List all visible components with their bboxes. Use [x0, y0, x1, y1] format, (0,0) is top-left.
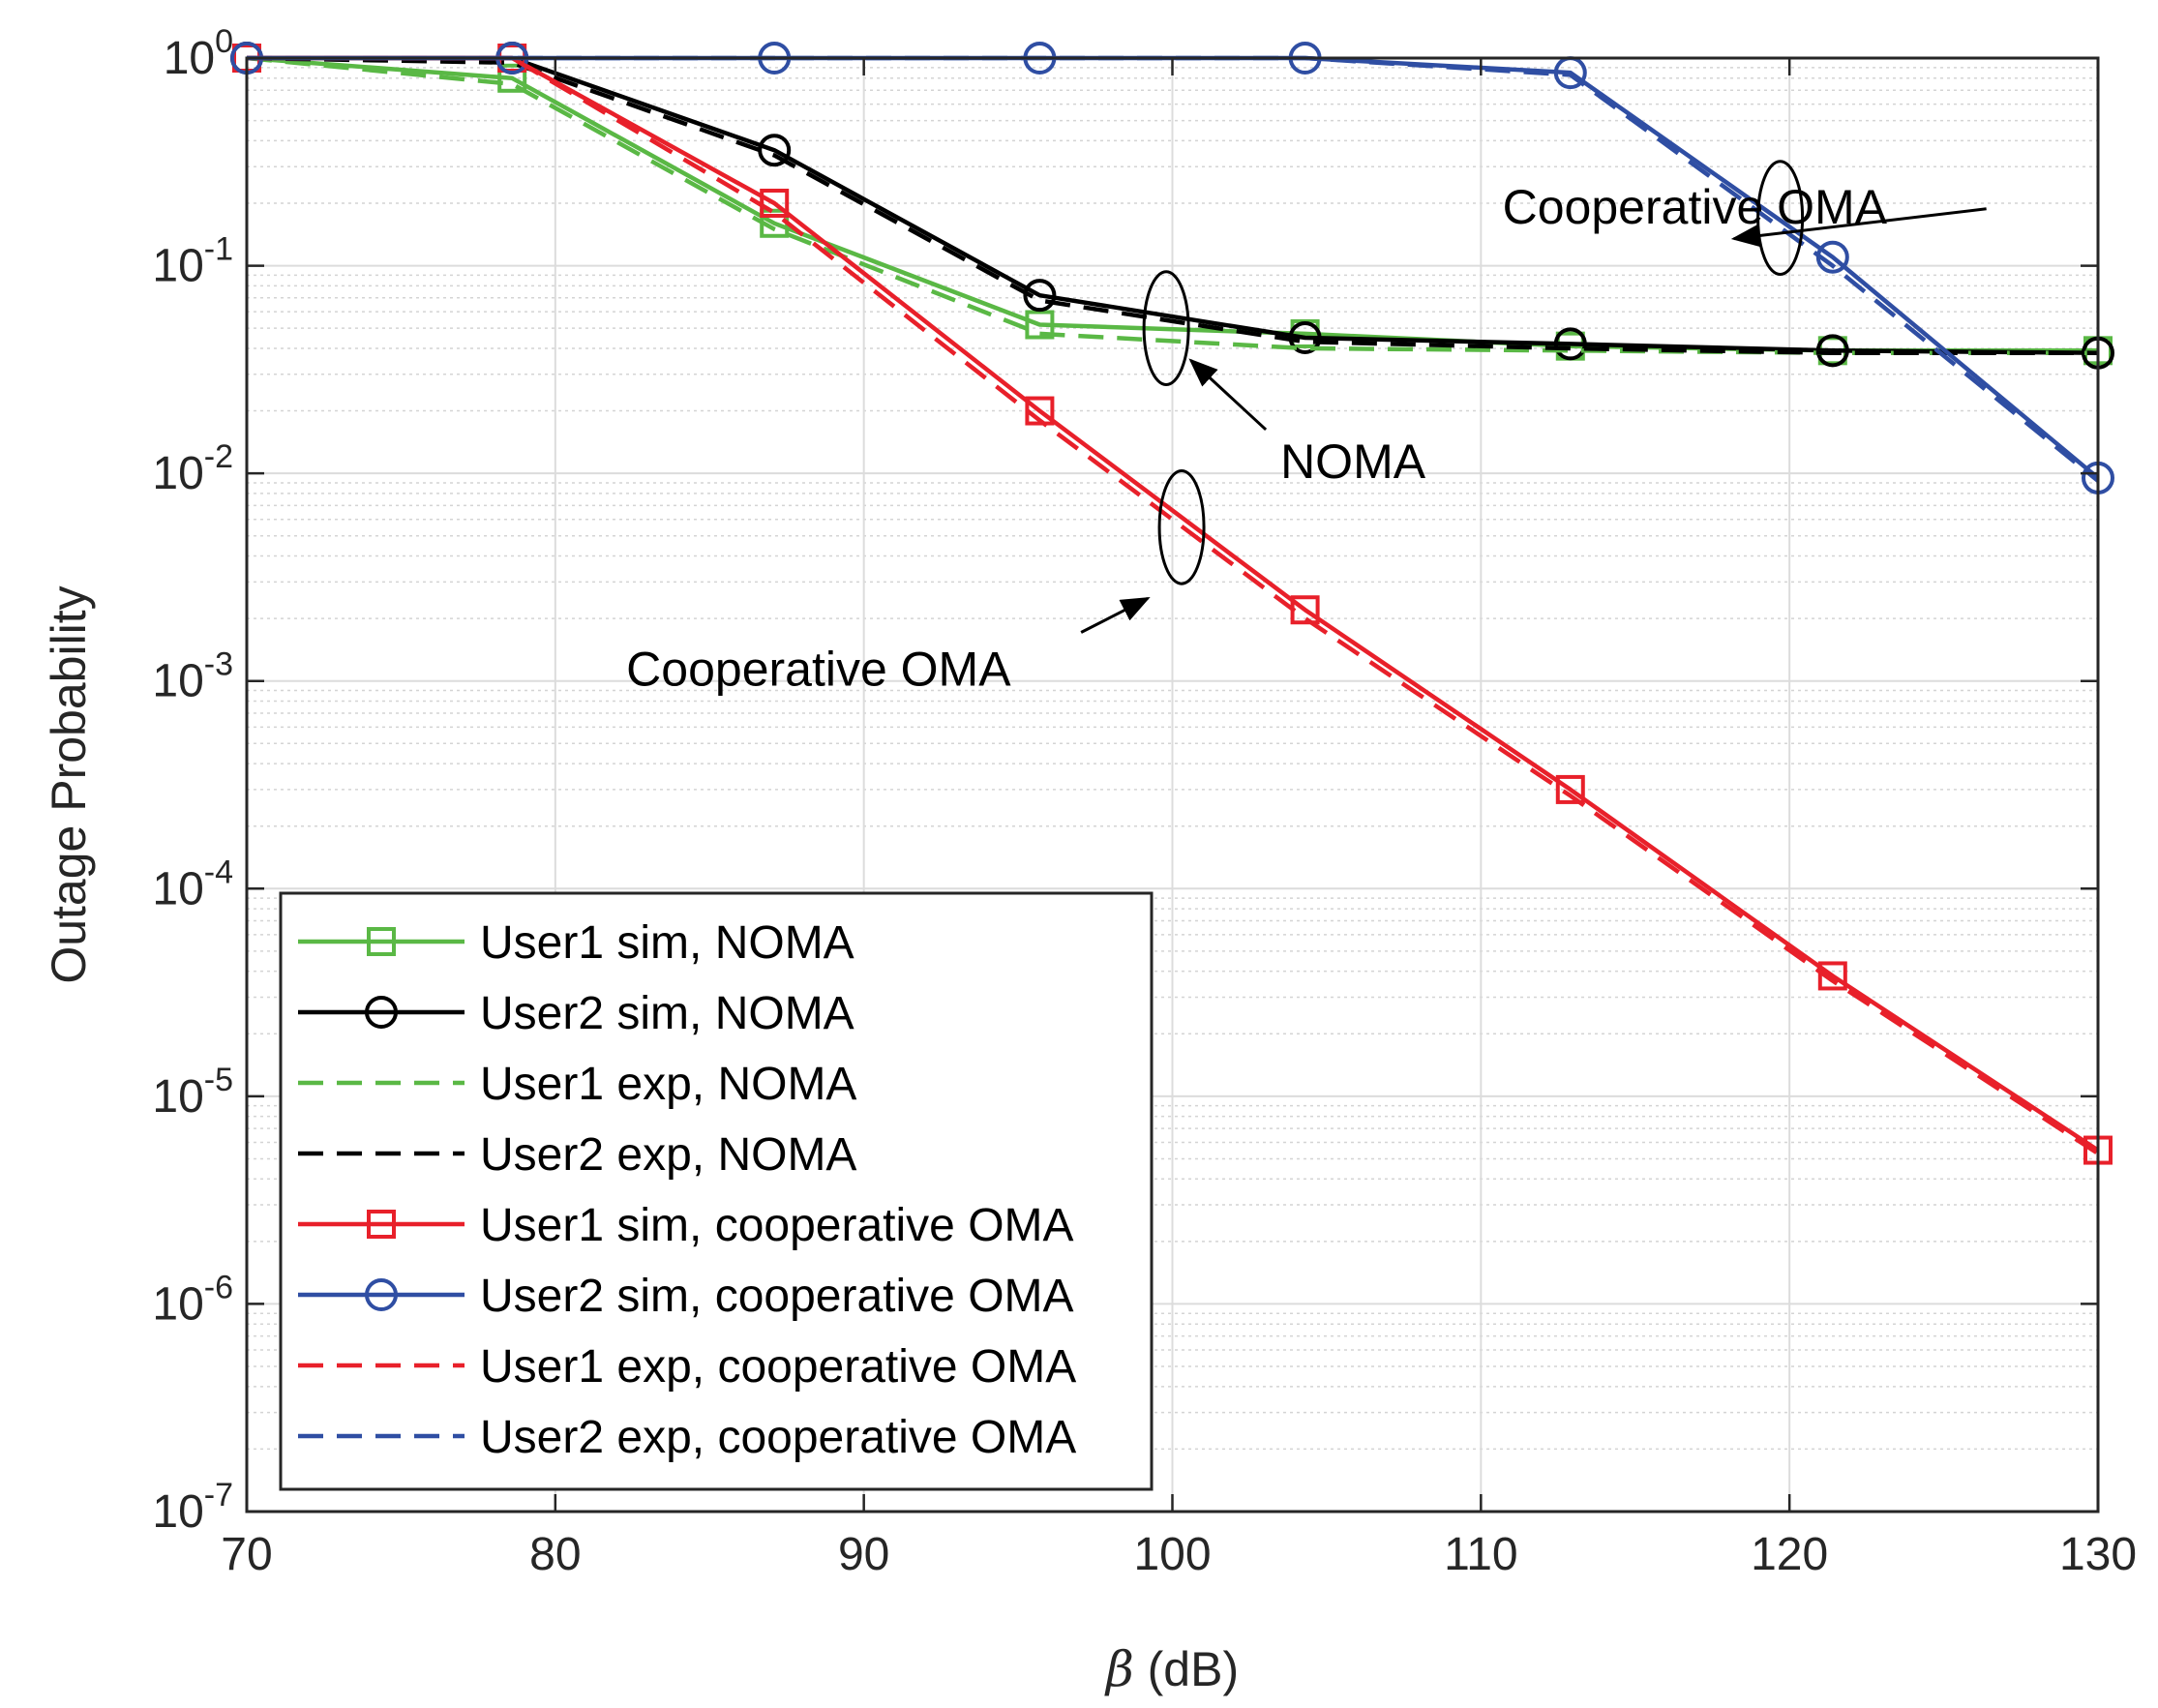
series-line: [246, 55, 2098, 355]
annotation-1: Cooperative OMA: [1503, 160, 1987, 276]
annotation-label: Cooperative OMA: [626, 642, 1011, 696]
legend-entry: User2 sim, NOMA: [298, 988, 854, 1039]
y-tick-label: 10-4: [152, 854, 233, 914]
legend-entry: User1 exp, cooperative OMA: [298, 1341, 1076, 1393]
legend-entry: User1 sim, cooperative OMA: [298, 1200, 1074, 1251]
y-axis-title: Outage Probability: [42, 585, 96, 983]
annotation-ellipse: [1756, 160, 1805, 276]
x-axis-title: β (dB): [1104, 1641, 1239, 1697]
legend-label: User2 exp, NOMA: [480, 1129, 856, 1181]
legend-entry: User2 sim, cooperative OMA: [298, 1271, 1074, 1322]
legend-label: User2 sim, NOMA: [480, 988, 854, 1039]
x-tick-label: 120: [1751, 1529, 1828, 1580]
data-point: [1555, 774, 1585, 804]
data-point: [1817, 961, 1847, 991]
legend-entry: User2 exp, cooperative OMA: [298, 1412, 1076, 1463]
series-8: [247, 55, 2100, 483]
legend-box: [279, 891, 1154, 1491]
y-tick-label: 10-2: [152, 438, 233, 499]
y-tick-label: 10-7: [152, 1477, 233, 1538]
annotation-arrow: [1730, 207, 1987, 248]
y-tick-label: 10-1: [152, 231, 233, 292]
y-tick-label: 10-5: [152, 1062, 233, 1123]
data-point: [497, 63, 527, 93]
y-tick-label: 100: [164, 23, 233, 84]
legend-label: User2 sim, cooperative OMA: [480, 1271, 1074, 1322]
annotation-label: NOMA: [1280, 434, 1426, 489]
series-line: [247, 55, 2100, 483]
legend-entry: User1 sim, NOMA: [298, 917, 854, 969]
series-4: [246, 55, 2098, 355]
data-point: [1023, 279, 1057, 313]
y-tick-label: 10-6: [152, 1269, 233, 1330]
series-7: [247, 55, 2100, 1155]
annotation-arrow: [1080, 596, 1151, 634]
legend-label: User1 sim, cooperative OMA: [480, 1200, 1074, 1251]
legend-marker: [365, 1278, 398, 1311]
legend-label: User1 sim, NOMA: [480, 917, 854, 969]
data-point: [1553, 327, 1587, 361]
legend-label: User1 exp, NOMA: [480, 1059, 856, 1110]
x-tick-label: 110: [1444, 1529, 1518, 1580]
legend-label: User2 exp, cooperative OMA: [480, 1412, 1076, 1463]
series-line: [247, 55, 2100, 1155]
annotation-label: Cooperative OMA: [1503, 180, 1888, 234]
x-tick-label: 100: [1133, 1529, 1211, 1580]
annotation-3: Cooperative OMA: [626, 468, 1206, 696]
annotation-ellipse: [1142, 270, 1190, 387]
legend-marker: [367, 927, 396, 956]
annotation-2: NOMA: [1142, 270, 1426, 489]
x-tick-label: 80: [529, 1529, 581, 1580]
x-tick-label: 70: [221, 1529, 272, 1580]
annotation-ellipse: [1157, 468, 1206, 585]
data-point: [1025, 310, 1055, 340]
x-tick-label: 90: [838, 1529, 889, 1580]
legend-marker: [367, 1210, 396, 1239]
legend-label: User1 exp, cooperative OMA: [480, 1341, 1076, 1393]
annotation-arrow: [1188, 358, 1268, 432]
legend-entry: User2 exp, NOMA: [298, 1129, 856, 1181]
x-tick-label: 130: [2059, 1529, 2137, 1580]
y-tick-label: 10-3: [152, 646, 233, 707]
legend-marker: [365, 996, 398, 1029]
legend-entry: User1 exp, NOMA: [298, 1059, 856, 1110]
